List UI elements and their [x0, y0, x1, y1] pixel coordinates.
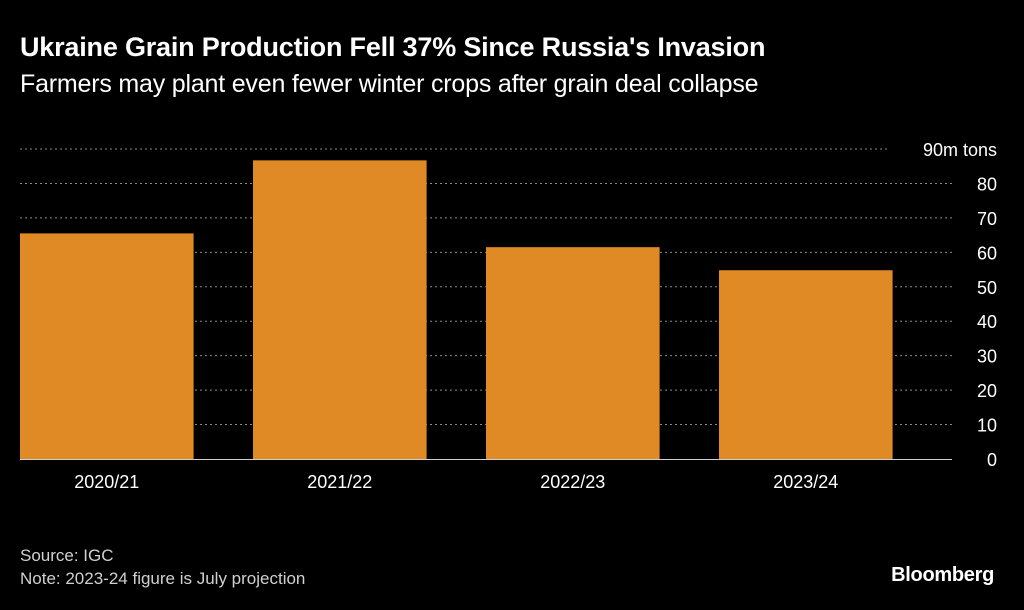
y-tick-label: 0 [987, 450, 997, 470]
y-axis-ticks: 0 10 20 30 40 50 60 70 80 90m tons [923, 140, 997, 470]
y-tick-label: 60 [977, 243, 997, 263]
source-note: Source: IGC [20, 546, 114, 565]
chart-subtitle: Farmers may plant even fewer winter crop… [20, 70, 759, 98]
y-tick-label: 10 [977, 416, 997, 436]
bloomberg-logo: Bloomberg [891, 564, 994, 586]
bar-2021-22 [253, 160, 427, 459]
chart-title: Ukraine Grain Production Fell 37% Since … [20, 32, 766, 62]
y-tick-label: 90m tons [923, 140, 997, 160]
x-tick-label: 2023/24 [773, 472, 838, 492]
x-axis-ticks: 2020/21 2021/22 2022/23 2023/24 [74, 472, 838, 492]
bar-2023-24 [719, 270, 893, 459]
y-tick-label: 30 [977, 347, 997, 367]
bars [20, 160, 893, 459]
bar-2022-23 [486, 247, 660, 459]
y-tick-label: 70 [977, 209, 997, 229]
y-tick-label: 40 [977, 312, 997, 332]
y-tick-label: 20 [977, 381, 997, 401]
bar-2020-21 [20, 233, 194, 459]
y-tick-label: 80 [977, 174, 997, 194]
x-tick-label: 2020/21 [74, 472, 139, 492]
footnote: Note: 2023-24 figure is July projection [20, 569, 306, 588]
x-tick-label: 2022/23 [540, 472, 605, 492]
y-tick-label: 50 [977, 278, 997, 298]
x-tick-label: 2021/22 [307, 472, 372, 492]
